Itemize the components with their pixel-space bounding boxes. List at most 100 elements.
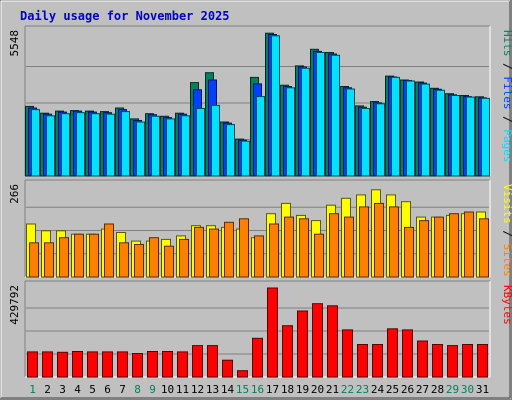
- bar-pages-day-1: [31, 109, 40, 177]
- side-legend-label: Hits / Files / Pages: [501, 30, 512, 163]
- panel-visits-sites: 266 Visits / Sites: [8, 179, 512, 278]
- bar-pages-day-26: [406, 80, 415, 177]
- bar-pages-day-27: [421, 83, 430, 177]
- bar-sites-day-2: [44, 242, 54, 278]
- day-label-29: 29: [446, 383, 459, 396]
- bar-pages-day-19: [301, 67, 310, 177]
- day-label-8: 8: [134, 383, 141, 396]
- y-axis-max-label: 429792: [8, 285, 21, 325]
- bar-sites-day-13: [209, 228, 219, 278]
- bar-pages-day-9: [151, 115, 160, 177]
- bar-pages-day-13: [211, 104, 220, 177]
- bar-kbytes-day-11: [177, 351, 188, 378]
- bar-kbytes-day-25: [387, 328, 398, 378]
- bar-kbytes-day-5: [87, 351, 98, 378]
- side-legend-part: /: [501, 110, 512, 130]
- bar-sites-day-17: [269, 223, 279, 278]
- bar-sites-day-28: [434, 216, 444, 278]
- bar-pages-day-8: [136, 121, 145, 177]
- side-legend-label: KBytes: [501, 285, 512, 325]
- bar-sites-day-27: [419, 220, 429, 278]
- bar-sites-day-6: [104, 223, 114, 278]
- bar-sites-day-29: [449, 213, 459, 278]
- day-label-14: 14: [221, 383, 235, 396]
- bar-sites-day-16: [254, 235, 264, 278]
- bar-kbytes-day-2: [42, 351, 53, 378]
- day-label-22: 22: [341, 383, 354, 396]
- bar-kbytes-day-29: [447, 345, 458, 378]
- bar-sites-day-23: [359, 206, 369, 278]
- day-label-23: 23: [356, 383, 369, 396]
- day-label-6: 6: [104, 383, 111, 396]
- day-label-24: 24: [371, 383, 385, 396]
- panel-kbytes: 429792 KBytes: [8, 280, 512, 378]
- chart-panels: 5548 Hits / Files / Pages 266 Visits / Site…: [8, 25, 512, 378]
- bar-pages-day-30: [466, 96, 475, 177]
- bar-kbytes-day-22: [342, 329, 353, 378]
- bar-pages-day-23: [361, 108, 370, 177]
- bar-pages-day-5: [91, 113, 100, 177]
- bar-pages-day-11: [181, 115, 190, 177]
- bar-kbytes-day-15: [237, 370, 248, 378]
- day-label-20: 20: [311, 383, 324, 396]
- bar-pages-day-21: [331, 54, 340, 177]
- day-label-17: 17: [266, 383, 279, 396]
- y-axis-max-label: 266: [8, 184, 21, 204]
- bar-pages-day-31: [481, 97, 490, 177]
- bar-sites-day-14: [224, 221, 234, 278]
- bar-pages-day-3: [61, 113, 70, 177]
- day-label-28: 28: [431, 383, 444, 396]
- bar-pages-day-4: [76, 112, 85, 177]
- bar-kbytes-day-12: [192, 345, 203, 378]
- day-label-21: 21: [326, 383, 339, 396]
- day-label-4: 4: [74, 383, 81, 396]
- day-label-19: 19: [296, 383, 309, 396]
- side-legend-part: /: [501, 57, 512, 77]
- bar-pages-day-20: [316, 52, 325, 177]
- bar-sites-day-21: [329, 213, 339, 278]
- bar-kbytes-day-20: [312, 303, 323, 378]
- bar-kbytes-day-21: [327, 305, 338, 378]
- day-label-15: 15: [236, 383, 249, 396]
- bar-pages-day-6: [106, 113, 115, 177]
- bar-kbytes-day-16: [252, 337, 263, 378]
- bar-kbytes-day-7: [117, 351, 128, 378]
- bar-kbytes-day-1: [27, 351, 38, 378]
- side-legend-part: Visits: [501, 184, 512, 224]
- y-axis-max-label: 5548: [8, 30, 21, 57]
- bar-pages-day-24: [376, 103, 385, 177]
- day-label-1: 1: [29, 383, 36, 396]
- bar-sites-day-8: [134, 244, 144, 278]
- bar-pages-day-7: [121, 111, 130, 177]
- bar-sites-day-31: [479, 218, 489, 278]
- bar-pages-day-22: [346, 88, 355, 177]
- bar-sites-day-18: [284, 216, 294, 278]
- day-label-11: 11: [176, 383, 189, 396]
- bar-sites-day-19: [299, 218, 309, 278]
- day-label-5: 5: [89, 383, 96, 396]
- bar-pages-day-28: [436, 89, 445, 177]
- day-label-13: 13: [206, 383, 219, 396]
- bar-pages-day-17: [271, 35, 280, 177]
- bar-kbytes-day-3: [57, 351, 68, 378]
- bar-kbytes-day-4: [72, 351, 83, 378]
- bar-kbytes-day-8: [132, 353, 143, 378]
- side-legend-part: Sites: [501, 244, 512, 277]
- bar-kbytes-day-18: [282, 325, 293, 378]
- bar-sites-day-7: [119, 242, 129, 278]
- bar-kbytes-day-26: [402, 329, 413, 378]
- bar-kbytes-day-28: [432, 344, 443, 378]
- bar-kbytes-day-24: [372, 344, 383, 378]
- day-label-9: 9: [149, 383, 156, 396]
- day-label-16: 16: [251, 383, 264, 396]
- bar-kbytes-day-17: [267, 287, 278, 378]
- bar-pages-day-15: [241, 140, 250, 177]
- bar-kbytes-day-9: [147, 351, 158, 378]
- bar-kbytes-day-31: [477, 344, 488, 378]
- bar-pages-day-2: [46, 115, 55, 177]
- day-label-31: 31: [476, 383, 489, 396]
- day-label-26: 26: [401, 383, 414, 396]
- bar-pages-day-14: [226, 124, 235, 177]
